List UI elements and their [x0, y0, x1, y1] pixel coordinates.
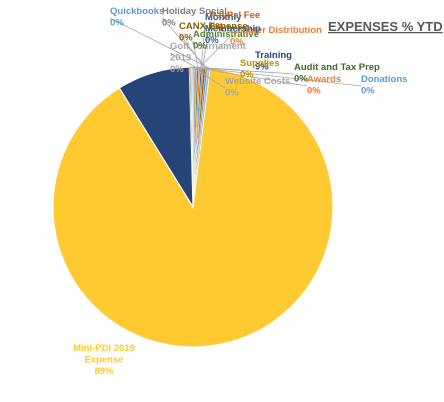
data-label-administrative: Administrative 0% — [193, 29, 259, 52]
data-label-donations: Donations 0% — [361, 74, 407, 97]
data-label-canx-expense: CANX Expense 0% — [179, 21, 248, 44]
data-label-golf-tournament-2019: Golf Tournament 2019 0% — [170, 41, 247, 75]
leader-line-holiday-social — [161, 17, 207, 68]
data-label-website-costs: Website Costs 0% — [225, 76, 290, 99]
data-label-audit-and-tax-prep: Audit and Tax Prep 0% — [294, 62, 380, 85]
data-label-paypal-fee: PayPal Fee 0% — [210, 10, 260, 33]
leader-line-donations — [191, 66, 362, 87]
data-label-quickbooks: Quickbooks 0% — [110, 6, 164, 29]
leader-line-quickbooks — [109, 17, 209, 69]
leader-line-chapter-distribution — [199, 36, 231, 68]
leader-line-website-costs — [192, 66, 226, 89]
leader-line-monthly-membership — [200, 23, 206, 68]
data-label-training: Training 9% — [255, 50, 292, 73]
data-label-supplies: Supplies 0% — [240, 58, 280, 81]
data-label-chapter-distribution: Chapter Distribution 0% — [230, 25, 322, 48]
data-label-awards: Awards 0% — [307, 74, 341, 97]
leader-line-golf-tournament-2019 — [169, 52, 196, 68]
leader-line-paypal-fee — [202, 21, 211, 68]
data-label-monthly-membership: Monthly Membership 0% — [205, 12, 261, 46]
chart-title: EXPENSES % YTD — [328, 19, 443, 34]
pie-slices — [52, 66, 334, 348]
leader-line-canx-expense — [178, 32, 205, 68]
leader-line-supplies — [193, 66, 241, 71]
data-label-holiday-social: Holiday Social 0% — [162, 6, 227, 29]
leader-lines — [109, 17, 362, 89]
leader-line-administrative — [192, 40, 199, 68]
leader-line-awards — [190, 66, 308, 87]
data-label-mini-pdi-2019-expense: Mini-PDI 2019 Expense 89% — [73, 343, 135, 377]
data-labels: Mini-PDI 2019 Expense 89% Training 9% Audit a… — [73, 6, 407, 377]
